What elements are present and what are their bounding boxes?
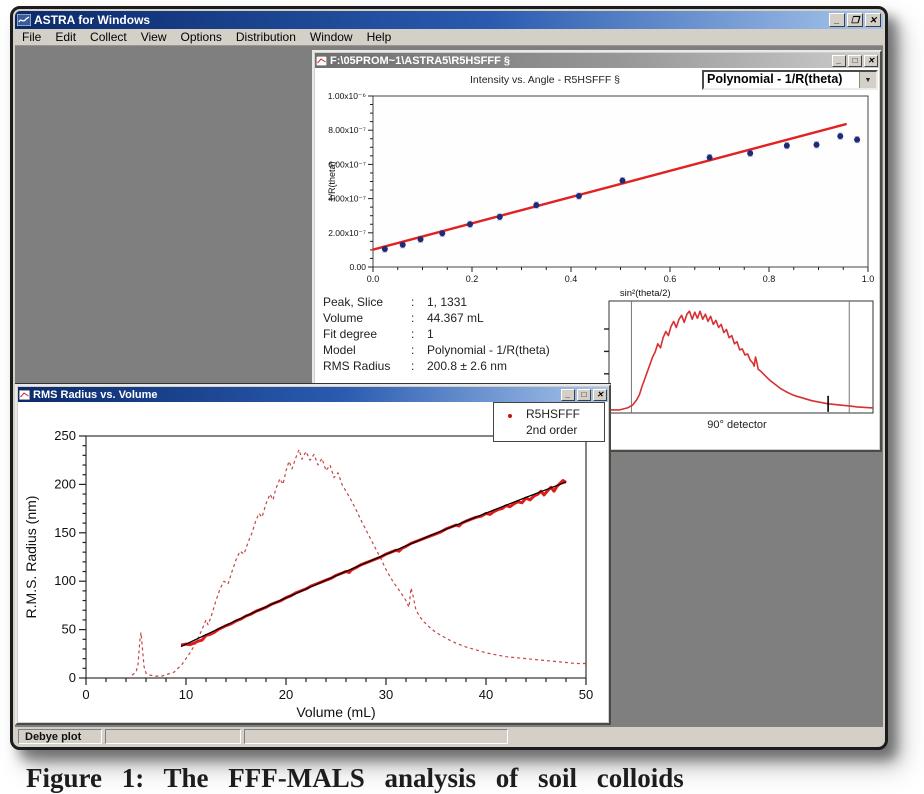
minimize-icon: _ xyxy=(834,15,840,25)
svg-text:10: 10 xyxy=(179,687,193,702)
status-bar: Debye plot xyxy=(15,727,883,745)
svg-text:40: 40 xyxy=(479,687,493,702)
svg-text:100: 100 xyxy=(54,573,76,588)
main-window-title: ASTRA for Windows xyxy=(34,13,151,27)
svg-text:0: 0 xyxy=(69,670,76,685)
legend-item-2nd-order: 2nd order xyxy=(526,423,578,437)
plot-legend: R5HSFFF 2nd order xyxy=(493,402,605,442)
svg-text:150: 150 xyxy=(54,525,76,540)
svg-text:R.M.S. Radius (nm): R.M.S. Radius (nm) xyxy=(23,496,39,619)
menu-item-options[interactable]: Options xyxy=(180,30,222,44)
menu-bar: File Edit Collect View Options Distribut… xyxy=(15,29,883,46)
restore-icon: ❐ xyxy=(850,15,860,25)
rms-close-button[interactable]: ✕ xyxy=(593,388,607,401)
svg-text:20: 20 xyxy=(279,687,293,702)
svg-text:2.00x10⁻⁷: 2.00x10⁻⁷ xyxy=(328,228,366,238)
minimize-button[interactable]: _ xyxy=(829,13,845,27)
svg-text:0.00: 0.00 xyxy=(349,262,366,272)
chart-icon xyxy=(19,389,30,400)
minimize-icon: _ xyxy=(836,56,842,65)
close-button[interactable]: ✕ xyxy=(865,13,881,27)
stat-row-peak-slice: Peak, Slice:1, 1331 xyxy=(323,295,468,309)
status-panel-2 xyxy=(105,729,241,744)
fit-stats: Peak, Slice:1, 1331 Volume:44.367 mL Fit… xyxy=(323,294,550,374)
menu-item-distribution[interactable]: Distribution xyxy=(235,30,296,44)
close-icon: ✕ xyxy=(867,56,875,65)
svg-text:50: 50 xyxy=(62,622,76,637)
close-icon: ✕ xyxy=(596,390,604,399)
status-panel-3 xyxy=(244,729,508,744)
figure-caption: Figure 1: The FFF-MALS analysis of soil … xyxy=(26,763,684,793)
debye-plot: 0.0 0.2 0.4 0.6 0.8 1.0 0.00 2.00x10⁻⁷ 4.00x10⁻⁷… xyxy=(327,91,875,299)
svg-text:1/R(theta): 1/R(theta) xyxy=(327,161,337,201)
svg-text:sin²(theta/2): sin²(theta/2) xyxy=(620,288,671,299)
svg-text:200: 200 xyxy=(54,476,76,491)
debye-window-title: F:\05PROM~1\ASTRA5\R5HSFFF § xyxy=(330,54,511,67)
debye-maximize-button[interactable]: □ xyxy=(848,54,862,67)
rms-window: RMS Radius vs. Volume _ □ ✕ R5HSFFF xyxy=(15,384,611,725)
rms-window-title: RMS Radius vs. Volume xyxy=(33,388,158,401)
svg-text:4.00x10⁻⁷: 4.00x10⁻⁷ xyxy=(328,194,366,204)
main-titlebar[interactable]: ASTRA for Windows _ ❐ ✕ xyxy=(15,11,883,29)
stat-row-fit-degree: Fit degree:1 xyxy=(323,327,434,341)
debye-close-button[interactable]: ✕ xyxy=(864,54,878,67)
dropdown-arrow-icon[interactable]: ▼ xyxy=(859,72,876,88)
minimize-icon: _ xyxy=(565,390,571,399)
menu-item-view[interactable]: View xyxy=(140,30,167,44)
rms-plot: 0 10 20 30 40 50 0 50 100 150 200 250 Volume (mL) R.M… xyxy=(23,428,593,720)
close-icon: ✕ xyxy=(869,15,877,25)
stat-row-model: Model: Polynomial - 1/R(theta) xyxy=(323,343,550,357)
menu-item-collect[interactable]: Collect xyxy=(90,30,127,44)
debye-minimize-button[interactable]: _ xyxy=(832,54,846,67)
svg-text:1.0: 1.0 xyxy=(862,274,875,284)
svg-text:30: 30 xyxy=(379,687,393,702)
mdi-area: F:\05PROM~1\ASTRA5\R5HSFFF § _ □ ✕ Inten… xyxy=(15,46,883,727)
rms-minimize-button[interactable]: _ xyxy=(561,388,575,401)
svg-text:6.00x10⁻⁷: 6.00x10⁻⁷ xyxy=(328,159,366,169)
detector-plot-label: 90° detector xyxy=(707,419,767,431)
legend-item-r5hsfff: R5HSFFF xyxy=(494,406,604,422)
debye-plot-title: Intensity vs. Angle - R5HSFFF § xyxy=(470,74,620,86)
menu-item-edit[interactable]: Edit xyxy=(55,30,77,44)
debye-window-titlebar[interactable]: F:\05PROM~1\ASTRA5\R5HSFFF § _ □ ✕ xyxy=(315,53,879,68)
svg-text:50: 50 xyxy=(579,687,593,702)
svg-text:0.8: 0.8 xyxy=(763,274,776,284)
rms-window-titlebar[interactable]: RMS Radius vs. Volume _ □ ✕ xyxy=(18,387,608,402)
svg-text:0.2: 0.2 xyxy=(466,274,479,284)
svg-text:0: 0 xyxy=(82,687,89,702)
svg-text:1.00x10⁻⁶: 1.00x10⁻⁶ xyxy=(328,91,366,101)
model-dropdown[interactable]: Polynomial - 1/R(theta) ▼ xyxy=(702,70,878,90)
stat-row-rms-radius: RMS Radius:200.8 ± 2.6 nm xyxy=(323,359,507,373)
rms-maximize-button[interactable]: □ xyxy=(577,388,591,401)
chart-icon xyxy=(316,55,327,66)
menu-item-help[interactable]: Help xyxy=(366,30,392,44)
status-panel-mode: Debye plot xyxy=(18,729,102,744)
maximize-icon: □ xyxy=(581,390,587,399)
svg-text:8.00x10⁻⁷: 8.00x10⁻⁷ xyxy=(328,125,366,135)
svg-text:0.4: 0.4 xyxy=(565,274,578,284)
stat-row-volume: Volume:44.367 mL xyxy=(323,311,484,325)
svg-text:0.0: 0.0 xyxy=(367,274,380,284)
legend-dot-marker xyxy=(494,406,526,422)
restore-button[interactable]: ❐ xyxy=(847,13,863,27)
menu-item-window[interactable]: Window xyxy=(309,30,353,44)
maximize-icon: □ xyxy=(852,56,858,65)
astra-main-window: ASTRA for Windows _ ❐ ✕ File Edit Collec… xyxy=(10,6,888,750)
rms-window-body: R5HSFFF 2nd order 0 10 20 30 40 50 0 50 100 150 20… xyxy=(18,402,608,722)
menu-item-file[interactable]: File xyxy=(22,30,42,44)
detector-plot xyxy=(604,300,874,414)
svg-text:250: 250 xyxy=(54,428,76,443)
model-dropdown-value: Polynomial - 1/R(theta) xyxy=(707,72,843,86)
svg-text:Volume (mL): Volume (mL) xyxy=(296,704,375,720)
svg-text:0.6: 0.6 xyxy=(664,274,677,284)
app-icon xyxy=(17,14,31,26)
